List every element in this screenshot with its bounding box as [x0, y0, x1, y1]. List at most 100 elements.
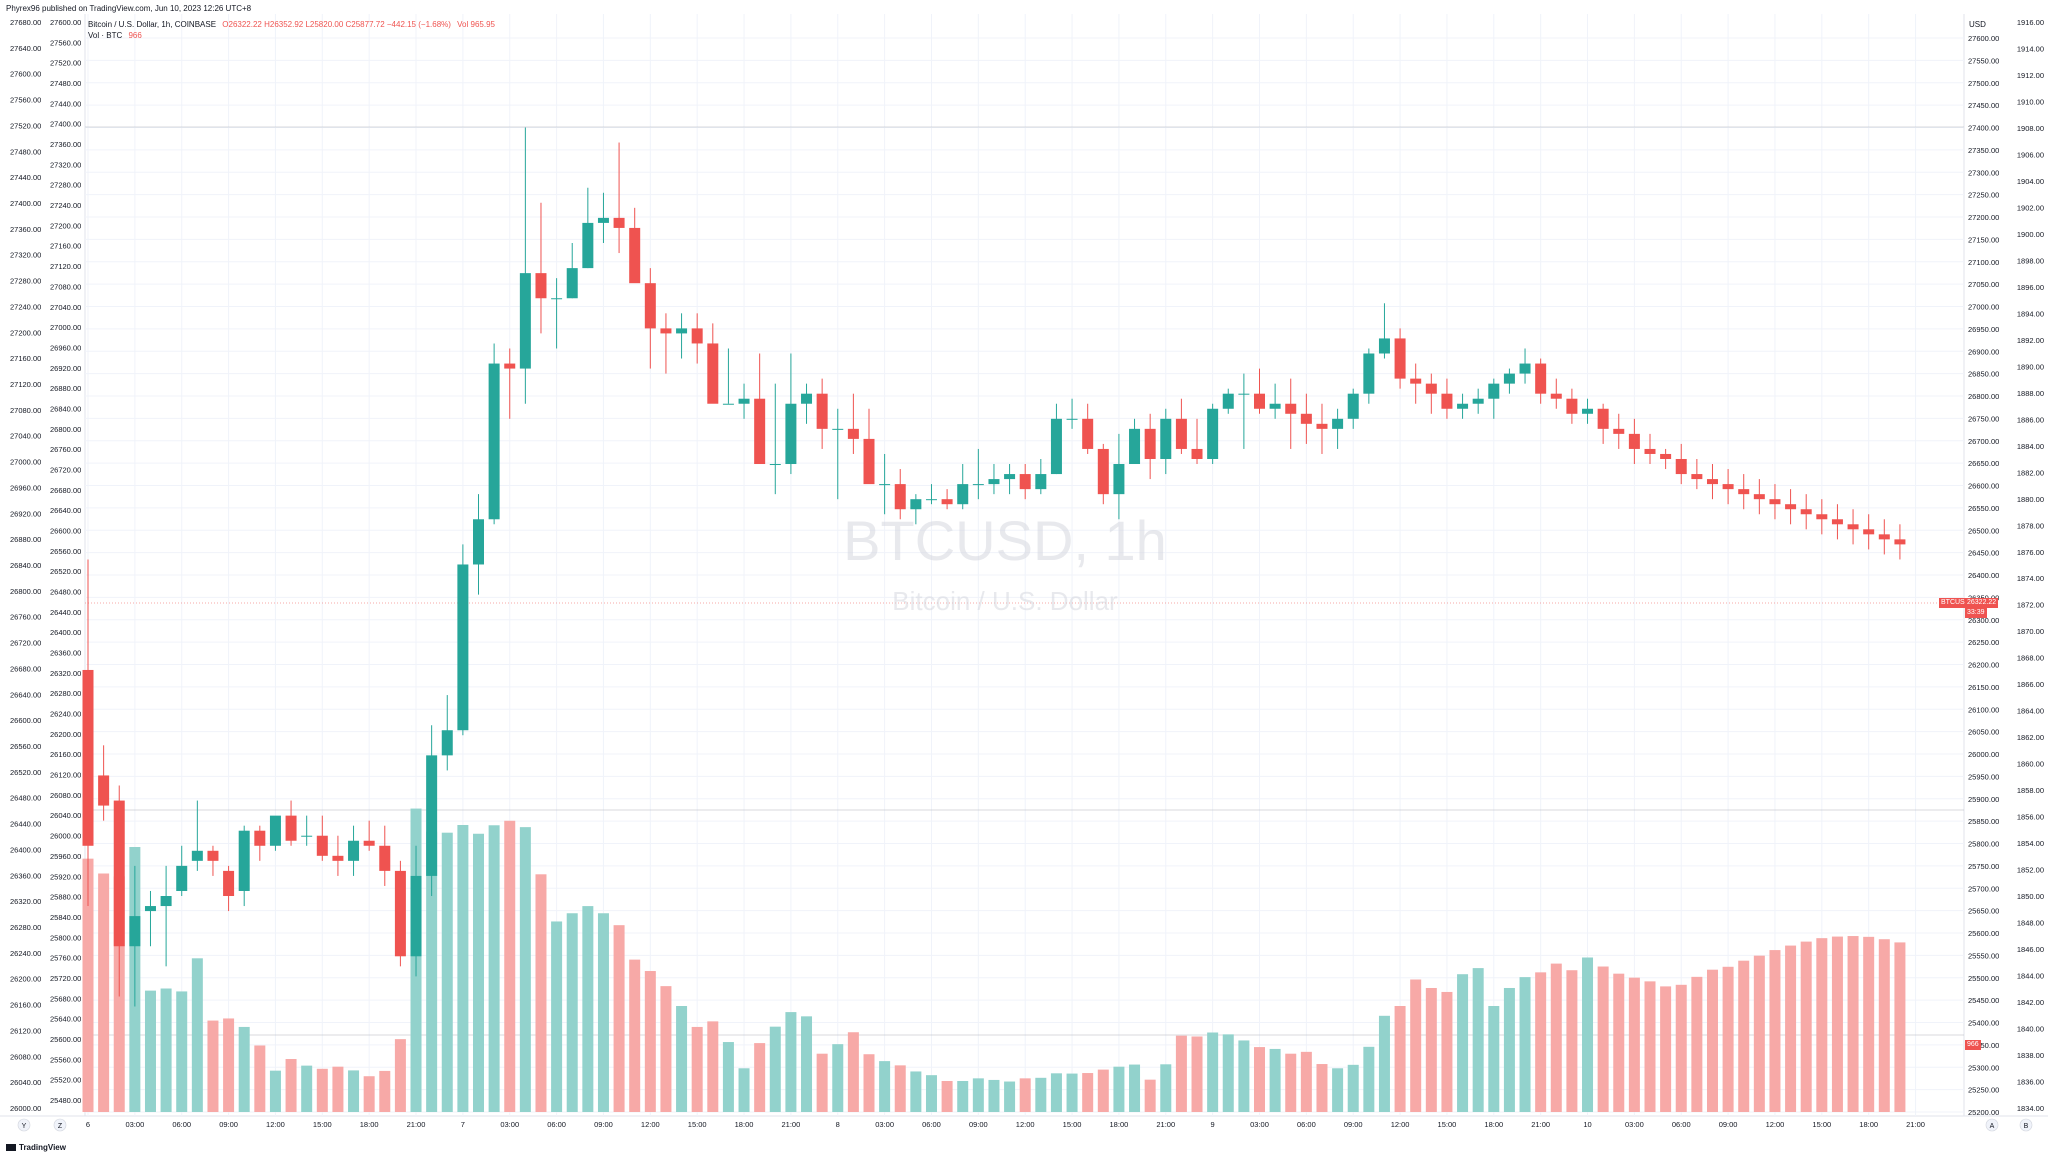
left-outer-tick: 26240.00: [10, 949, 41, 958]
candle-body: [1613, 428, 1625, 434]
left-outer-tick: 26680.00: [10, 664, 41, 673]
volume-bar: [1816, 938, 1828, 1112]
candle: [910, 494, 922, 525]
candle-body: [144, 906, 156, 912]
price-tag-price: 26322.22: [1965, 598, 1999, 608]
volume-bar: [1144, 1079, 1156, 1112]
candle: [1113, 433, 1125, 520]
candle: [519, 127, 531, 404]
right-outer-tick: 1888.00: [2017, 389, 2044, 398]
volume-bar: [144, 990, 156, 1112]
volume-bar: [1394, 1006, 1406, 1112]
volume-bar: [176, 991, 188, 1112]
x-tick-label: 12:00: [1766, 1120, 1785, 1129]
candle: [488, 343, 500, 525]
right-outer-tick: 1882.00: [2017, 468, 2044, 477]
left-outer-tick: 26480.00: [10, 794, 41, 803]
volume-bar: [847, 1032, 859, 1112]
candle: [1004, 464, 1016, 495]
right-axis-currency: USD: [1969, 20, 1986, 29]
candle: [238, 825, 250, 907]
candle-body: [1113, 464, 1125, 495]
candle-body: [1191, 448, 1203, 459]
right-inner-tick: 26600.00: [1968, 482, 1999, 491]
candle: [957, 464, 969, 510]
right-outer-tick: 1876.00: [2017, 548, 2044, 557]
candle: [1582, 398, 1594, 424]
volume-bar: [191, 958, 203, 1112]
left-inner-tick: 27000.00: [50, 323, 81, 332]
left-inner-tick: 27400.00: [50, 120, 81, 129]
right-outer-tick: 1866.00: [2017, 680, 2044, 689]
volume-bar: [1628, 977, 1640, 1112]
candle-body: [82, 669, 94, 846]
volume-bar: [1347, 1064, 1359, 1112]
right-outer-tick: 1896.00: [2017, 283, 2044, 292]
left-outer-tick: 26120.00: [10, 1026, 41, 1035]
right-inner-tick: 25750.00: [1968, 862, 1999, 871]
volume-bar: [1550, 963, 1562, 1112]
left-inner-tick: 25480.00: [50, 1096, 81, 1105]
candle: [1332, 408, 1344, 449]
right-outer-tick: 1878.00: [2017, 521, 2044, 530]
timeframe-button: [17, 1118, 31, 1132]
candle-body: [738, 398, 750, 404]
candle: [504, 348, 516, 419]
right-inner-tick: 27300.00: [1968, 168, 1999, 177]
right-inner-tick: 26900.00: [1968, 347, 1999, 356]
candle-body: [785, 403, 797, 465]
volume-bar: [1785, 945, 1797, 1112]
tradingview-logo[interactable]: TradingView: [6, 1143, 66, 1152]
candle: [1300, 393, 1312, 444]
volume-bar: [629, 959, 641, 1112]
candle: [1254, 368, 1265, 414]
candle-body: [816, 393, 828, 429]
left-inner-tick: 26200.00: [50, 730, 81, 739]
candle-body: [644, 283, 656, 329]
x-tick-label: 21:00: [407, 1120, 426, 1129]
right-inner-tick: 25600.00: [1968, 929, 1999, 938]
volume-bar: [1332, 1068, 1344, 1112]
right-outer-tick: 1862.00: [2017, 733, 2044, 742]
candle: [1378, 303, 1390, 359]
candle: [1160, 408, 1172, 475]
left-inner-tick: 25680.00: [50, 994, 81, 1003]
candle: [660, 313, 672, 374]
candle: [1394, 328, 1406, 389]
left-inner-tick: 26320.00: [50, 669, 81, 678]
candle: [988, 464, 1000, 495]
volume-bar: [488, 825, 500, 1112]
candle: [1660, 448, 1672, 470]
right-outer-tick: 1858.00: [2017, 786, 2044, 795]
candle-body: [1706, 479, 1718, 485]
candle-body: [535, 273, 547, 299]
candle-body: [1863, 529, 1875, 535]
right-inner-tick: 26400.00: [1968, 571, 1999, 580]
volume-bar: [1769, 950, 1781, 1112]
candle-body: [1675, 458, 1687, 475]
candle-body: [1472, 398, 1484, 404]
candle-body: [1800, 509, 1812, 515]
volume-bar: [988, 1079, 1000, 1112]
candle: [894, 469, 906, 520]
volume-bar: [1238, 1040, 1250, 1112]
candle-body: [1300, 413, 1312, 424]
x-tick-label: 18:00: [360, 1120, 379, 1129]
candle: [722, 348, 734, 405]
candle-body: [1847, 524, 1859, 530]
volume-bar: [551, 921, 563, 1112]
right-inner-tick: 26300.00: [1968, 616, 1999, 625]
corner-button: [1985, 1118, 1999, 1132]
watermark-symbol: BTCUSD, 1h: [843, 509, 1167, 572]
volume-bar: [941, 1080, 953, 1112]
candle: [1613, 413, 1625, 449]
right-outer-tick: 1864.00: [2017, 707, 2044, 716]
volume-bar: [394, 1039, 406, 1112]
right-inner-tick: 26150.00: [1968, 683, 1999, 692]
candle-body: [566, 268, 578, 299]
volume-bar: [1675, 984, 1687, 1112]
price-tag-countdown: 33:39: [1965, 608, 1987, 618]
right-inner-tick: 27100.00: [1968, 258, 1999, 267]
candle: [1457, 393, 1469, 419]
